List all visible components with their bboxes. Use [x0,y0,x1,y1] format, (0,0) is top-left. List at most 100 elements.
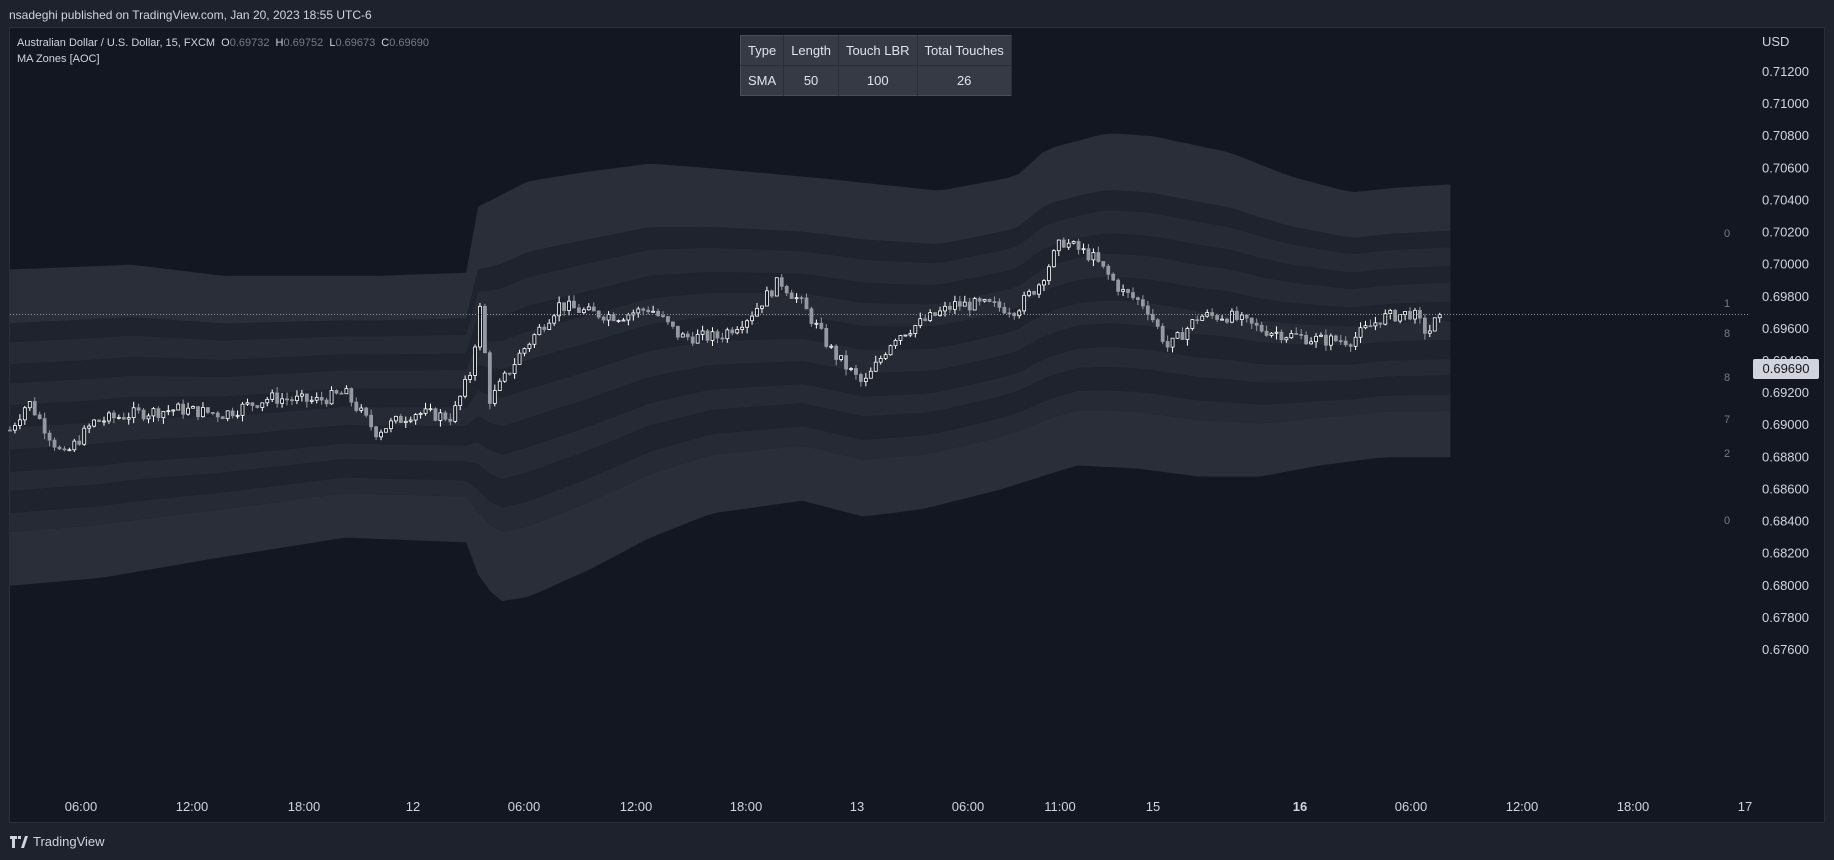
candle-body [131,407,136,419]
candle-body [616,320,621,322]
candle-body [324,399,329,405]
candle-body [834,345,839,360]
candle-body [364,407,369,416]
indicator-name[interactable]: MA Zones [AOC] [17,53,100,65]
candle-body [453,405,458,422]
candle-body [1121,289,1125,292]
price-axis[interactable]: USD 0.71200 0.71000 0.70800 0.70600 0.70400 0.… [1762,34,1809,657]
time-tick-label: 16 [1293,799,1307,814]
candle-body [1264,330,1269,336]
candle-body [265,398,270,404]
candle-body [997,301,1002,308]
candle-body [77,440,82,445]
open-value: 0.69732 [229,37,270,49]
candle-body [1324,334,1328,346]
candle-body [473,346,477,376]
candle-body [47,432,52,441]
candle-body [863,377,868,382]
price-tick-label: 0.68000 [1762,578,1809,593]
candle-body [1061,239,1066,248]
candle-body [507,372,512,375]
candle-body [349,388,354,403]
tradingview-logo[interactable]: TradingView [10,834,105,849]
candle-body [354,401,359,411]
price-tick-label: 0.70000 [1762,257,1809,272]
zone-labels: 0 1 8 8 7 2 0 [1724,228,1730,527]
tradingview-logo-icon [10,835,28,848]
candle-body [1408,311,1412,320]
time-tick-label: 11:00 [1044,799,1076,814]
candle-body [1319,334,1323,337]
candle-body [107,412,111,422]
candle-body [502,372,507,382]
candle-body [379,431,383,438]
candle-body [443,412,448,420]
currency-label: USD [1762,34,1789,49]
candle-body [992,301,997,303]
time-axis[interactable]: 06:00 12:00 18:00 12 06:00 12:00 18:00 13 06:00 1… [65,799,1753,814]
zone-label: 8 [1724,328,1730,340]
candle-body [779,277,784,287]
candle-body [730,329,735,334]
candle-body [1195,319,1200,322]
candle-body [191,406,195,409]
candle-body [750,315,754,322]
candle-body [1239,314,1244,320]
candle-body [1289,333,1294,339]
time-tick-label: 18:00 [288,799,321,814]
candle-body [577,307,581,313]
time-tick-label: 17 [1738,799,1752,814]
candle-body [136,407,141,411]
candle-body [1185,328,1190,340]
candle-body [87,425,92,429]
ma-zone-band [10,410,1451,602]
candle-body [240,403,245,416]
candles [8,237,1442,453]
candle-body [542,326,547,330]
candle-body [458,395,463,407]
zone-label: 2 [1724,448,1730,460]
candle-body [1348,344,1353,347]
candle-body [82,427,87,445]
low-label: L [329,37,336,49]
candle-body [1096,252,1101,262]
candle-body [369,414,374,428]
candle-body [824,327,829,347]
candle-body [1046,266,1051,282]
candle-body [260,402,265,408]
candle-body [1071,241,1076,244]
candle-body [1299,334,1304,336]
candle-body [695,333,700,344]
candle-body [468,375,472,380]
candle-body [962,301,967,307]
candle-body [116,416,121,419]
candle-body [62,448,67,451]
info-table-header-row: Type Length Touch LBR Total Touches [740,35,1012,66]
candle-body [97,419,101,422]
candle-body [37,414,42,420]
candle-body [1314,335,1318,343]
candle-body [977,298,982,302]
candle-body [908,333,913,336]
candle-body [176,403,181,411]
candle-body [255,405,260,408]
ma-zone-band [10,347,1451,491]
candle-body [799,297,804,300]
candle-body [527,343,532,349]
candle-body [1328,335,1333,346]
candle-body [903,334,908,337]
candle-body [1230,310,1234,323]
candle-body [280,398,284,404]
candle-body [299,393,304,397]
candle-body [1165,341,1170,348]
candle-body [220,416,225,419]
indicator-info-table: Type Length Touch LBR Total Touches SMA … [740,35,1012,96]
candle-body [423,408,428,414]
candle-body [1353,336,1358,347]
ma-zone-band [10,367,1451,513]
candle-body [923,318,928,321]
candle-body [794,297,799,300]
candle-body [661,315,665,317]
candle-body [626,314,631,321]
